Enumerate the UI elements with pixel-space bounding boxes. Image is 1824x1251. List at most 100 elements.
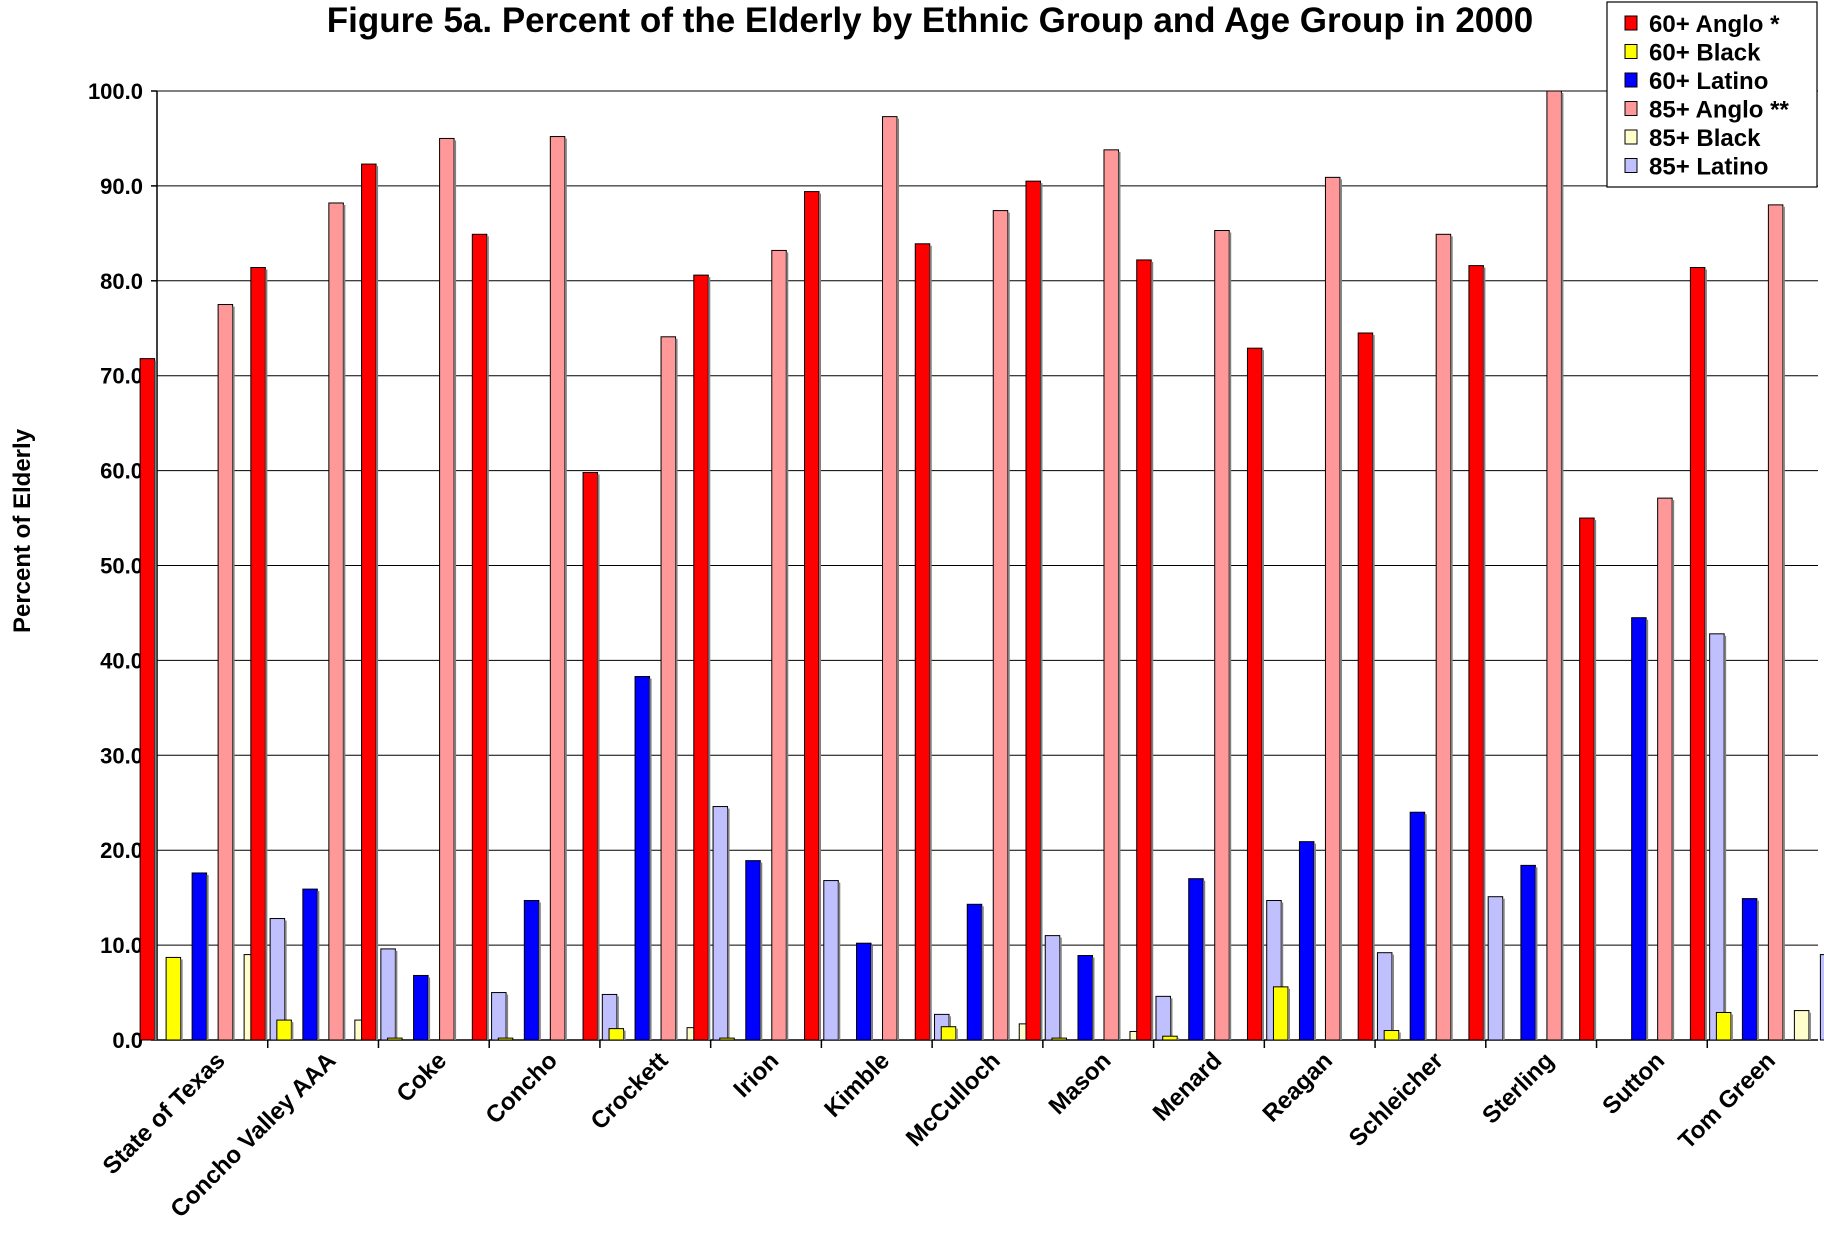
y-tick-label: 0.0: [112, 1028, 143, 1053]
bar-shadow: [1118, 151, 1121, 1040]
bar-shadow: [1724, 635, 1727, 1040]
legend-swatch: [1624, 44, 1638, 59]
bar-shadow: [623, 1030, 626, 1040]
bar: [1435, 233, 1452, 1041]
bar-shadow: [1450, 236, 1453, 1040]
bar: [1631, 617, 1647, 1041]
y-tick-label: 90.0: [100, 174, 143, 199]
legend-swatch: [1624, 15, 1638, 31]
bar-shadow: [1059, 937, 1062, 1040]
bar: [549, 136, 566, 1041]
bar-shadow: [616, 996, 619, 1040]
x-tick-label: Schleicher: [1344, 1047, 1449, 1152]
bar-shadow: [871, 945, 874, 1040]
bar-shadow: [760, 862, 763, 1040]
y-tick-label: 50.0: [100, 554, 143, 579]
bar-shadow: [1177, 1038, 1180, 1040]
y-tick-label: 10.0: [100, 933, 143, 958]
bar: [582, 471, 599, 1041]
bar-shadow: [343, 204, 346, 1040]
bar: [660, 336, 677, 1041]
bar: [1051, 1037, 1067, 1041]
bar: [250, 267, 266, 1041]
bar: [1324, 176, 1341, 1041]
bar-shadow: [284, 920, 287, 1040]
bar: [914, 243, 931, 1041]
bar: [804, 191, 820, 1041]
bar: [139, 358, 156, 1041]
legend-label: 60+ Anglo *: [1649, 11, 1780, 38]
bar: [1546, 90, 1562, 1041]
legend-label: 60+ Latino: [1649, 68, 1768, 95]
bar-shadow: [376, 166, 379, 1040]
bar: [693, 274, 709, 1041]
bar-shadow: [206, 874, 209, 1040]
bar-shadow: [1281, 902, 1284, 1040]
bar: [302, 888, 318, 1041]
bar-shadow: [838, 882, 841, 1040]
bar-shadow: [1339, 179, 1342, 1040]
legend-swatch: [1624, 101, 1638, 116]
bar-shadow: [1808, 1012, 1811, 1040]
bar-shadow: [1398, 1032, 1401, 1040]
bar-shadow: [291, 1022, 294, 1040]
bar-shadow: [955, 1028, 958, 1040]
bar-shadow: [929, 245, 932, 1040]
bar: [1819, 954, 1824, 1041]
bar: [634, 676, 651, 1041]
bar-shadow: [1646, 619, 1649, 1040]
bar: [1044, 935, 1061, 1041]
bar: [1520, 864, 1536, 1041]
bar-shadow: [180, 959, 183, 1040]
legend-swatch: [1624, 158, 1638, 173]
legend-swatch: [1624, 72, 1638, 88]
legend-box: [1606, 1, 1818, 188]
bar: [608, 1028, 625, 1041]
bar-shadow: [1287, 988, 1290, 1040]
y-tick-label: 70.0: [100, 364, 143, 389]
bar: [491, 992, 507, 1041]
bar: [856, 942, 872, 1041]
y-tick-label: 80.0: [100, 269, 143, 294]
bar: [413, 974, 429, 1041]
bar: [497, 1037, 514, 1041]
bar-shadow: [649, 678, 652, 1040]
x-tick-label: Mason: [1044, 1047, 1117, 1120]
bar: [1715, 1011, 1732, 1041]
x-tick-label: Sterling: [1477, 1047, 1559, 1129]
bar: [712, 806, 729, 1041]
bar: [1077, 955, 1093, 1041]
bar: [1409, 811, 1426, 1041]
bar: [439, 137, 455, 1041]
bar: [882, 116, 898, 1041]
bar: [966, 903, 983, 1041]
bar-shadow: [1730, 1014, 1733, 1040]
x-tick-label: Irion: [728, 1047, 784, 1103]
bar-shadow: [317, 891, 320, 1040]
y-tick-label: 60.0: [100, 459, 143, 484]
bar-shadow: [1704, 269, 1707, 1040]
chart-title: Figure 5a. Percent of the Elderly by Eth…: [327, 1, 1533, 40]
x-tick-label: Concho: [481, 1047, 563, 1129]
bar-shadow: [819, 193, 822, 1040]
y-axis-label: Percent of Elderly: [9, 428, 36, 633]
bar-shadow: [1151, 261, 1154, 1040]
bar-shadow: [786, 252, 789, 1040]
bar: [387, 1037, 403, 1041]
bar: [1162, 1035, 1178, 1041]
bar: [745, 860, 761, 1041]
bar: [380, 948, 396, 1041]
bar-shadow: [1170, 998, 1173, 1040]
bar-shadow: [1672, 500, 1675, 1041]
bar-shadow: [1313, 843, 1316, 1040]
bar: [1376, 952, 1393, 1041]
legend-label: 85+ Latino: [1649, 154, 1768, 181]
bar: [719, 1037, 735, 1041]
legend-label: 85+ Anglo **: [1649, 97, 1789, 124]
bar-shadow: [1007, 212, 1010, 1041]
bar: [361, 163, 377, 1041]
bar-shadow: [486, 236, 489, 1040]
legend-label: 85+ Black: [1649, 125, 1761, 152]
bar-shadow: [897, 118, 900, 1041]
